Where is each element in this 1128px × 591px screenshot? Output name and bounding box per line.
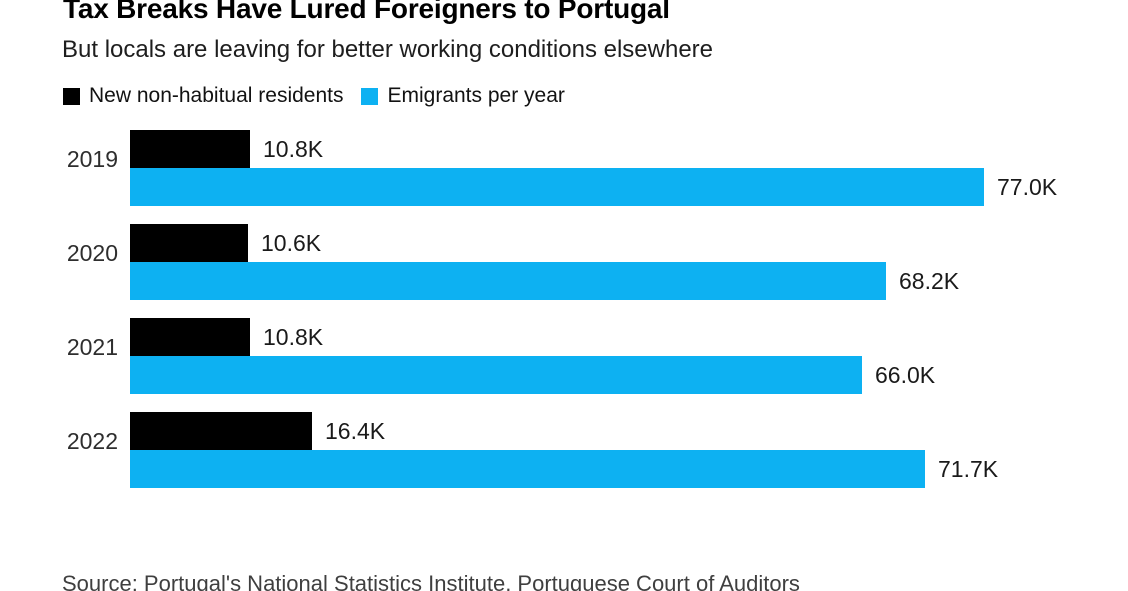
bar-wrap: 10.6K	[130, 224, 321, 262]
chart-row-2022: 2022 16.4K 71.7K	[0, 412, 1128, 488]
new-residents-bar-2019	[130, 130, 250, 168]
emigrants-bar-2021	[130, 356, 862, 394]
bar-wrap: 68.2K	[130, 262, 959, 300]
new-residents-bar-2020	[130, 224, 248, 262]
blue-square-swatch-icon	[361, 87, 379, 105]
bar-value-label: 68.2K	[899, 267, 960, 294]
bar-value-label: 71.7K	[938, 455, 999, 482]
chart-row-2020: 2020 10.6K 68.2K	[0, 224, 1128, 300]
bar-wrap: 16.4K	[130, 412, 385, 450]
year-tick-label: 2019	[66, 146, 118, 172]
bar-value-label: 16.4K	[325, 417, 386, 444]
bar-wrap: 10.8K	[130, 130, 323, 168]
legend-item-emigrants: Emigrants per year	[361, 84, 565, 108]
emigrants-bar-2019	[130, 168, 984, 206]
bar-value-label: 77.0K	[997, 173, 1058, 200]
bar-wrap: 10.8K	[130, 318, 323, 356]
legend-label-emigrants: Emigrants per year	[387, 84, 565, 107]
year-tick-label: 2021	[66, 334, 118, 360]
source-note: Source: Portugal's National Statistics I…	[62, 571, 800, 591]
new-residents-bar-2022	[130, 412, 312, 450]
bar-value-label: 10.8K	[263, 323, 324, 350]
chart-row-2019: 2019 10.8K 77.0K	[0, 130, 1128, 206]
chart-title: Tax Breaks Have Lured Foreigners to Port…	[63, 0, 670, 24]
new-residents-bar-2021	[130, 318, 250, 356]
legend-label-new-residents: New non-habitual residents	[89, 84, 344, 107]
chart-legend: New non-habitual residents Emigrants per…	[63, 84, 565, 108]
year-tick-label: 2020	[66, 240, 118, 266]
emigrants-bar-2020	[130, 262, 886, 300]
black-square-swatch-icon	[63, 87, 80, 105]
legend-item-new-residents: New non-habitual residents	[63, 84, 343, 108]
chart-subtitle: But locals are leaving for better workin…	[62, 36, 714, 63]
bar-chart-plot-area: 2019 10.8K 77.0K 2020 10.6K 68.2K 2021 10.8K 66.…	[0, 130, 1128, 490]
emigrants-bar-2022	[130, 450, 925, 488]
bar-value-label: 10.8K	[263, 135, 324, 162]
bar-wrap: 77.0K	[130, 168, 1057, 206]
bar-value-label: 66.0K	[875, 361, 936, 388]
bar-wrap: 66.0K	[130, 356, 935, 394]
bar-value-label: 10.6K	[261, 229, 322, 256]
year-tick-label: 2022	[66, 428, 118, 454]
chart-row-2021: 2021 10.8K 66.0K	[0, 318, 1128, 394]
bar-wrap: 71.7K	[130, 450, 998, 488]
